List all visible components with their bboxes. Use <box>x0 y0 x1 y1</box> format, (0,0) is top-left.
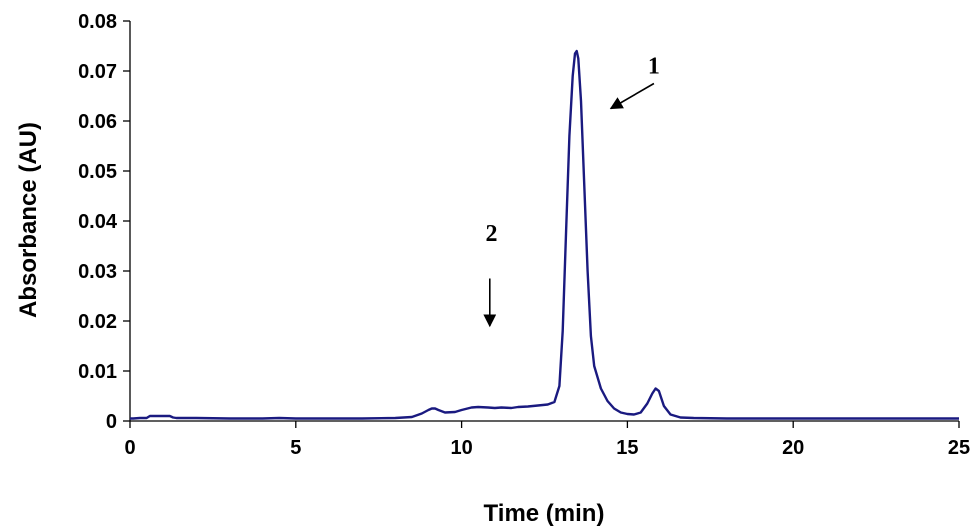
x-axis-title: Time (min) <box>484 500 605 527</box>
axes <box>129 21 959 422</box>
annotations: 12 <box>483 54 660 328</box>
y-tick-label: 0.06 <box>78 111 117 133</box>
chromatogram-line <box>130 49 959 420</box>
y-tick-label: 0.07 <box>78 61 117 83</box>
x-tick-label: 0 <box>124 437 135 459</box>
y-tick-label: 0.08 <box>78 11 117 33</box>
y-tick-label: 0.02 <box>78 311 117 333</box>
x-tick-label: 20 <box>782 437 804 459</box>
x-tick-label: 25 <box>948 437 970 459</box>
y-tick-label: 0.03 <box>78 261 117 283</box>
y-axis-title: Absorbance (AU) <box>15 122 42 318</box>
y-axis-ticks: 0 0.01 0.02 0.03 0.04 0.05 0.06 0.07 0.08 <box>78 11 130 433</box>
y-tick-label: 0.01 <box>78 361 117 383</box>
x-tick-label: 15 <box>616 437 638 459</box>
y-tick-label: 0.04 <box>78 211 118 233</box>
peak-label-1: 1 <box>648 54 660 80</box>
y-tick-label: 0 <box>106 411 117 433</box>
x-axis-ticks: 0 5 10 15 20 25 <box>124 421 970 459</box>
series-layer <box>130 49 959 420</box>
y-tick-label: 0.05 <box>78 161 117 183</box>
peak-arrow-1 <box>609 82 655 110</box>
x-tick-label: 5 <box>290 437 301 459</box>
x-tick-label: 10 <box>450 437 472 459</box>
peak-label-2: 2 <box>485 221 497 247</box>
